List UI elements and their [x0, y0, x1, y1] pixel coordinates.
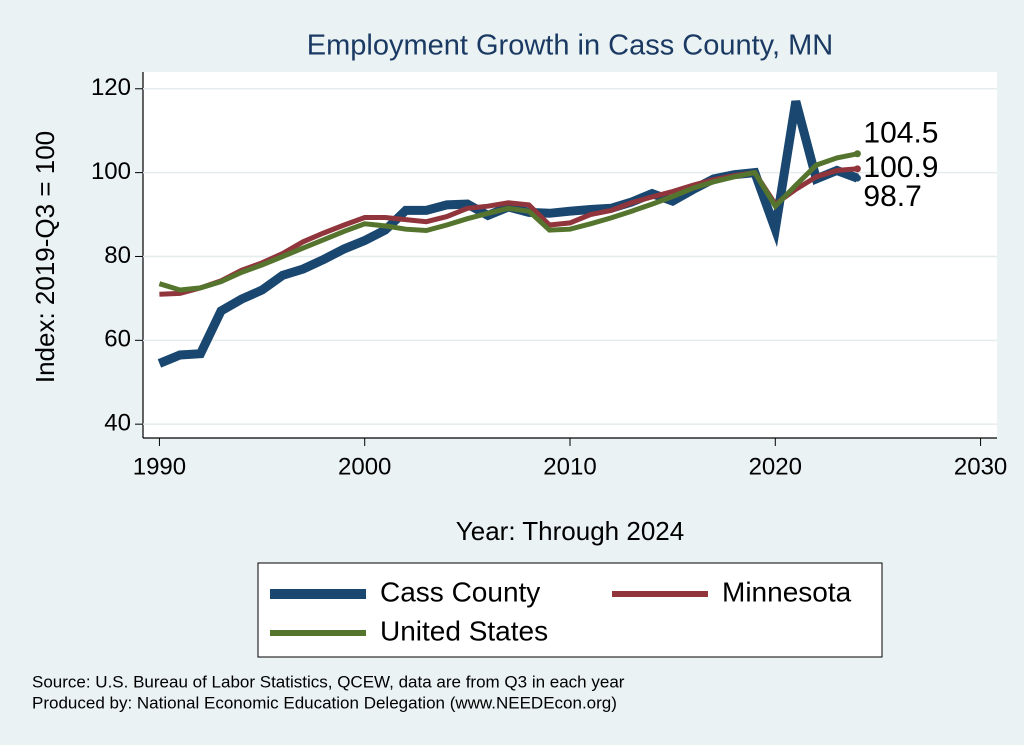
- end-label: 104.5: [863, 117, 938, 150]
- y-axis-title: Index: 2019-Q3 = 100: [30, 131, 60, 383]
- x-tick-label: 2030: [954, 453, 1007, 480]
- x-tick-label: 2000: [338, 453, 391, 480]
- end-label: 100.9: [863, 151, 938, 184]
- y-tick-label: 40: [104, 410, 131, 437]
- legend: [257, 562, 883, 658]
- y-tick-label: 60: [104, 326, 131, 353]
- series-line: [158, 151, 858, 293]
- legend-label: United States: [380, 615, 548, 646]
- source-note: Source: U.S. Bureau of Labor Statistics,…: [32, 672, 625, 691]
- x-tick-label: 2020: [749, 453, 802, 480]
- end-point: [853, 174, 861, 182]
- end-point: [853, 165, 861, 173]
- y-tick-label: 80: [104, 242, 131, 269]
- x-tick-label: 1990: [133, 453, 186, 480]
- legend-label: Minnesota: [722, 576, 852, 607]
- source-note: Produced by: National Economic Education…: [32, 693, 617, 712]
- end-point: [853, 150, 861, 158]
- y-tick-label: 100: [91, 158, 131, 185]
- x-axis-title: Year: Through 2024: [456, 516, 684, 546]
- chart-title: Employment Growth in Cass County, MN: [307, 30, 833, 62]
- x-tick-label: 2010: [543, 453, 596, 480]
- legend-label: Cass County: [380, 576, 540, 607]
- y-tick-label: 120: [91, 74, 131, 101]
- end-label: 98.7: [863, 180, 921, 213]
